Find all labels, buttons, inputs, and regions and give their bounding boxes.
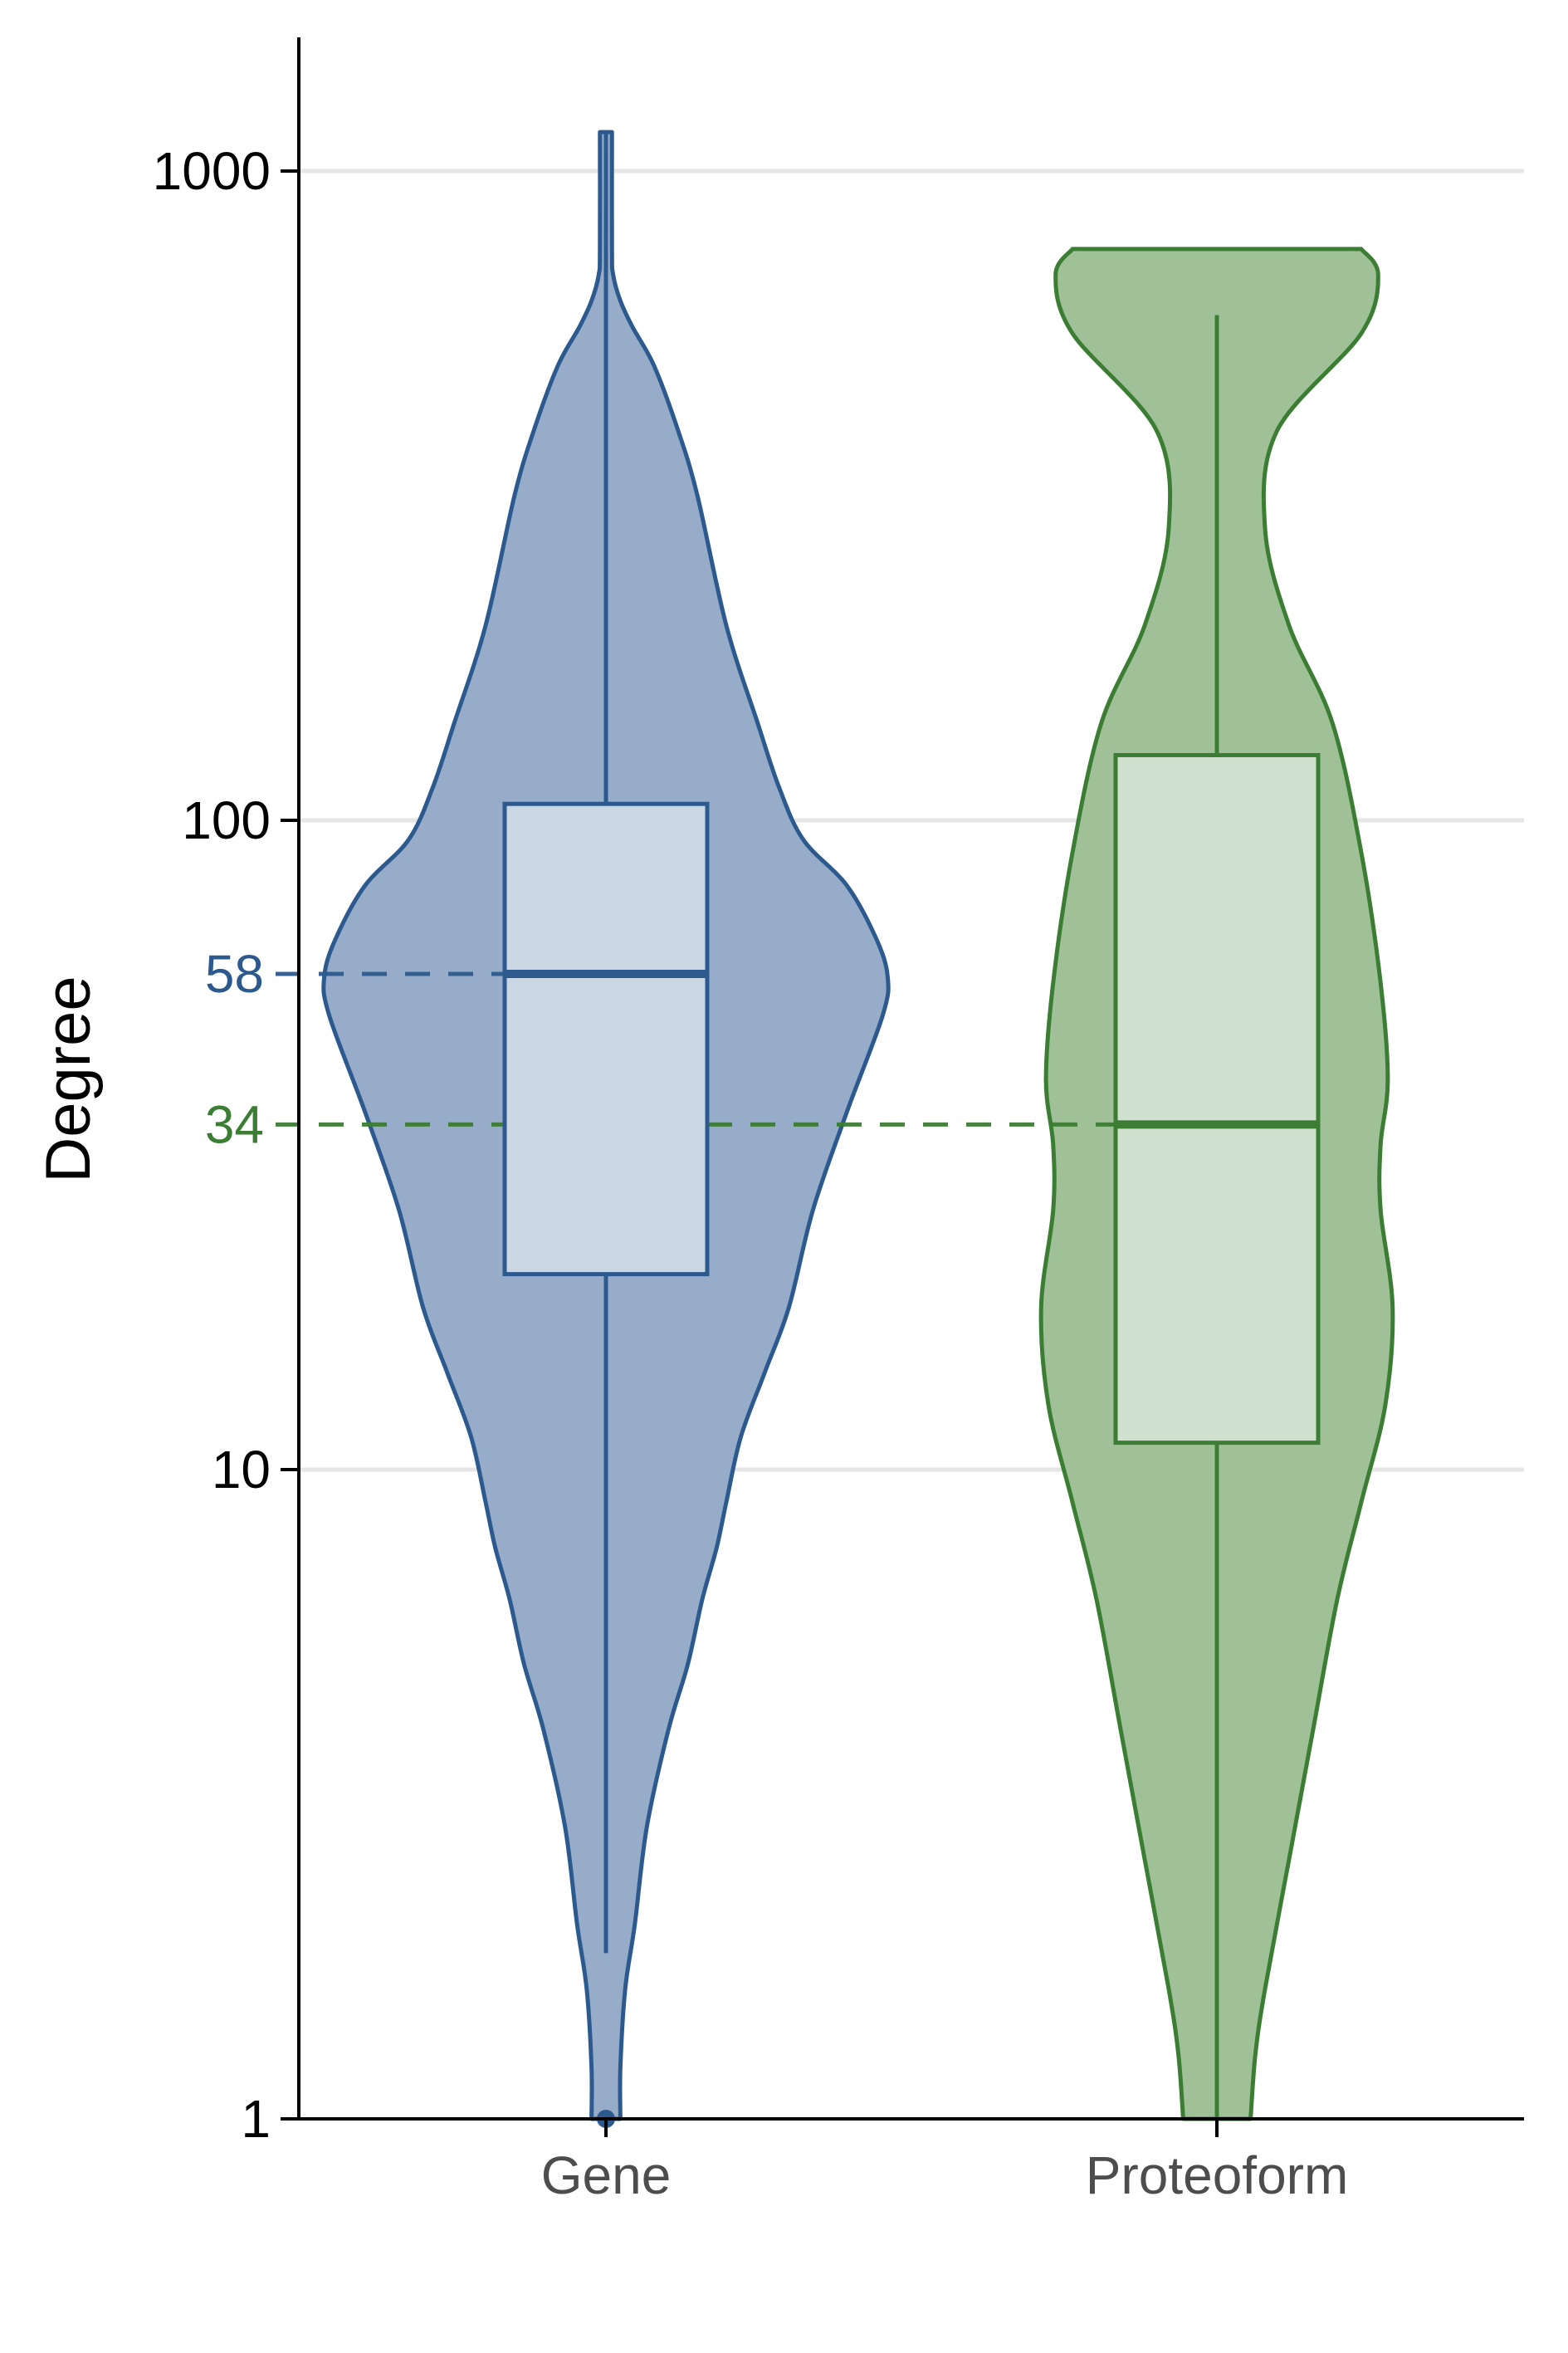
y-tick-label-10: 10	[212, 1440, 271, 1499]
boxplots	[502, 131, 1321, 2128]
median-label-proteoform: 34	[205, 1094, 264, 1154]
axes	[297, 37, 1524, 2121]
x-categories: Gene Proteoform	[541, 2119, 1349, 2205]
y-tick-label-100: 100	[182, 790, 271, 850]
median-label-gene: 58	[205, 944, 264, 1004]
x-tick-label-gene: Gene	[541, 2145, 672, 2205]
box-proteoform	[1113, 753, 1321, 1446]
y-ticks: 1 10 100 1000 58 34	[153, 141, 299, 2149]
y-tick-label-1: 1	[241, 2089, 271, 2149]
x-tick-label-proteoform: Proteoform	[1086, 2145, 1349, 2205]
median-guides	[276, 971, 1116, 1127]
box-gene	[502, 801, 710, 1277]
y-tick-label-1000: 1000	[153, 141, 271, 201]
y-axis-title: Degree	[33, 976, 104, 1182]
